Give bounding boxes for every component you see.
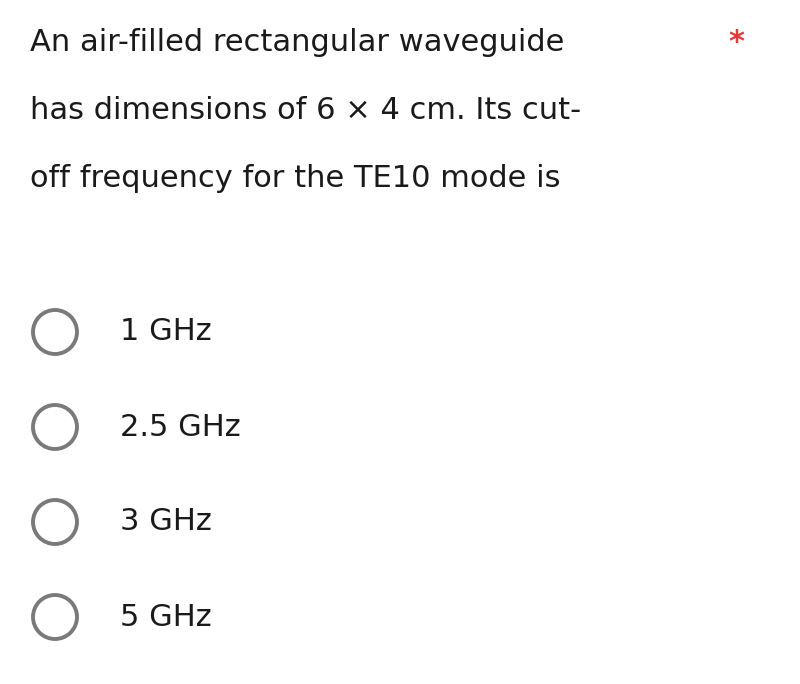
Text: 1 GHz: 1 GHz (120, 317, 212, 347)
Text: An air-filled rectangular waveguide: An air-filled rectangular waveguide (30, 28, 564, 57)
Text: 5 GHz: 5 GHz (120, 603, 212, 631)
Text: *: * (728, 28, 744, 57)
Text: off frequency for the TE10 mode is: off frequency for the TE10 mode is (30, 164, 561, 193)
Text: has dimensions of 6 × 4 cm. Its cut-: has dimensions of 6 × 4 cm. Its cut- (30, 96, 581, 125)
Text: 3 GHz: 3 GHz (120, 508, 212, 536)
Text: 2.5 GHz: 2.5 GHz (120, 412, 241, 441)
